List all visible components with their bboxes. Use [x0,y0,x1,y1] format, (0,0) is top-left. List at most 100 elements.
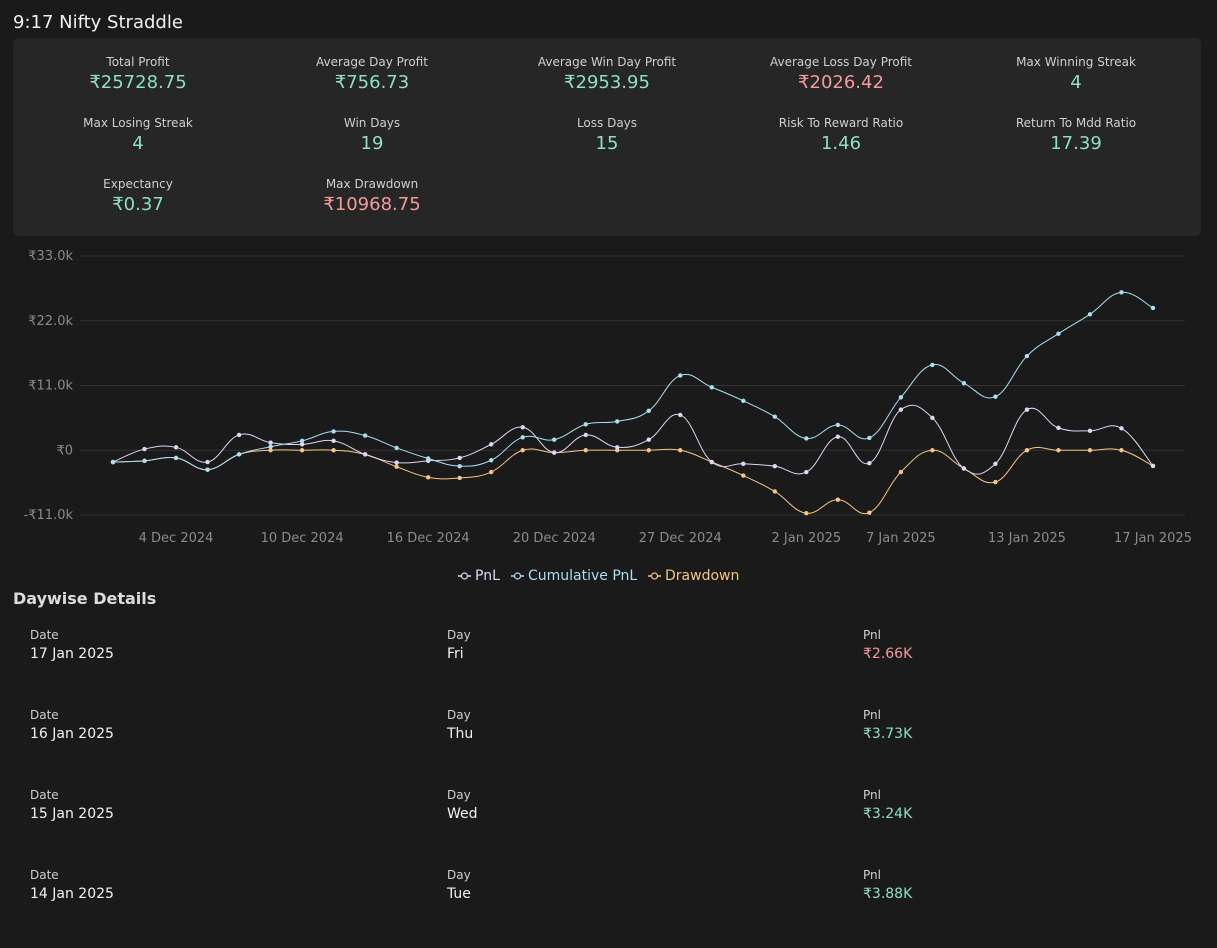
data-point [1056,448,1061,453]
legend-marker-dot [650,572,659,580]
data-point [394,445,399,451]
pnl-chart-svg: ₹33.0k ₹22.0k ₹11.0k ₹0 -₹11.0k 4 Dec 2024 10 … [24,249,1192,584]
date-cell: Date 15 Jan 2025 [30,788,114,822]
data-point [993,479,998,485]
stat-total-profit: Total Profit ₹25728.75 [23,55,253,93]
x-tick-label: 13 Jan 2025 [988,531,1066,546]
y-tick-label: ₹33.0k [28,249,73,264]
data-point [394,464,399,469]
data-point [488,469,494,475]
data-point [615,419,620,424]
data-point [961,380,967,386]
stat-label: Expectancy [103,177,173,191]
legend-marker-dot [460,572,469,580]
day-value: Thu [447,726,474,742]
pnl-cell: Pnl ₹3.73K [863,708,912,742]
legend-item-label: PnL [475,568,500,584]
stats-panel: Total Profit ₹25728.75 Average Day Profi… [13,38,1201,236]
series-line [112,291,1154,471]
data-point [457,455,462,461]
legend-item-label: Cumulative PnL [528,568,637,584]
data-point [898,395,904,400]
stat-value: 4 [132,133,144,154]
data-point [867,435,872,441]
data-point [835,422,841,428]
data-point [772,414,778,419]
data-point [173,455,179,461]
stat-label: Max Winning Streak [1016,55,1136,69]
data-point [709,459,714,465]
data-point [646,448,651,453]
stat-value: ₹10968.75 [323,194,421,215]
day-cell: Day Fri [447,628,471,662]
data-point [772,463,778,469]
data-point [1087,428,1093,434]
stat-label: Loss Days [576,116,638,130]
legend-marker-dot [513,572,522,580]
stat-value: 4 [1070,72,1082,93]
date-label: Date [30,868,59,882]
day-cell: Day Tue [447,868,471,902]
data-point [867,510,872,515]
stat-average-loss-day-profit: Average Loss Day Profit ₹2026.42 [726,55,956,93]
data-point [268,448,273,453]
day-value: Fri [447,646,464,662]
pnl-value: ₹2.66K [863,646,913,662]
data-point [299,438,305,444]
day-label: Day [447,868,471,882]
date-value: 15 Jan 2025 [30,806,114,822]
data-point [961,466,967,471]
data-point [1087,448,1093,453]
pnl-label: Pnl [863,628,881,642]
data-point [520,425,525,430]
data-point [110,459,116,465]
data-point [1150,463,1156,469]
daywise-row: Date 16 Jan 2025 Day Thu Pnl ₹3.73K [0,708,1217,788]
pnl-value: ₹3.73K [863,726,913,742]
stat-value: ₹2026.42 [798,72,884,93]
day-cell: Day Thu [447,708,473,742]
data-point [331,438,336,444]
stat-max-drawdown: Max Drawdown ₹10968.75 [257,177,487,215]
pnl-cell: Pnl ₹2.66K [863,628,912,662]
stat-label: Win Days [343,116,401,130]
data-point [236,432,242,438]
pnl-chart[interactable]: ₹33.0k ₹22.0k ₹11.0k ₹0 -₹11.0k 4 Dec 2024 10 … [0,240,1217,590]
pnl-label: Pnl [863,788,881,802]
date-label: Date [30,628,59,642]
day-value: Wed [447,806,478,822]
data-point [709,385,714,390]
series-line [112,446,1154,515]
day-label: Day [447,708,471,722]
day-cell: Day Wed [447,788,478,822]
x-tick-label: 16 Dec 2024 [387,531,470,546]
x-tick-label: 20 Dec 2024 [513,531,596,546]
x-tick-label: 2 Jan 2025 [771,531,841,546]
date-cell: Date 14 Jan 2025 [30,868,114,902]
data-point [394,460,399,465]
stat-value: 19 [360,133,384,154]
data-point [678,412,683,418]
data-point [993,461,998,466]
data-point [268,440,273,445]
data-point [804,469,809,475]
stat-label: Total Profit [106,55,170,69]
stat-value: ₹756.73 [334,72,410,93]
data-point [646,437,651,442]
data-point [1024,353,1030,359]
data-point [993,394,998,399]
data-point [898,407,904,412]
date-value: 16 Jan 2025 [30,726,114,742]
data-point [867,461,872,466]
data-point [1024,448,1030,453]
pnl-cell: Pnl ₹3.88K [863,868,912,902]
data-point [299,442,305,447]
stat-expectancy: Expectancy ₹0.37 [23,177,253,215]
data-point [552,437,557,442]
y-tick-label: -₹11.0k [24,508,74,523]
data-point [741,473,746,478]
data-point [205,459,210,465]
date-label: Date [30,788,59,802]
pnl-cell: Pnl ₹3.24K [863,788,912,822]
stat-label: Max Drawdown [325,177,419,191]
